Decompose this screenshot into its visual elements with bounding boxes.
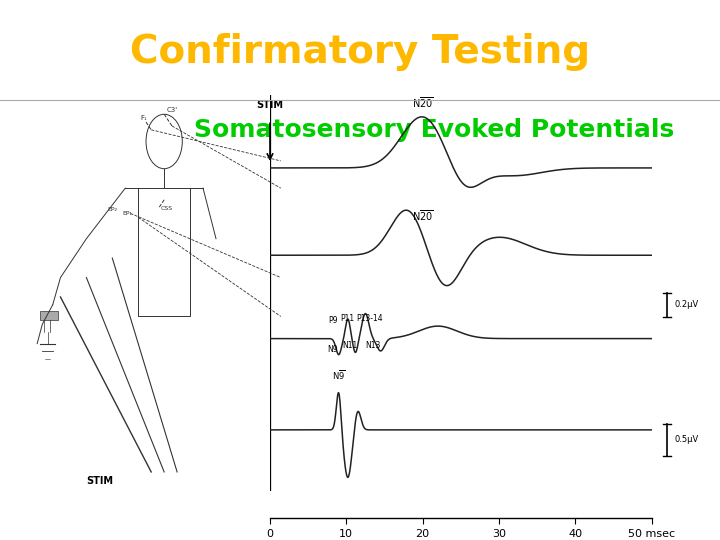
Text: N9: N9 [328, 345, 338, 354]
Text: STIM: STIM [256, 100, 284, 110]
Text: N$\overline{9}$: N$\overline{9}$ [332, 368, 346, 382]
Text: STIM: STIM [86, 476, 113, 485]
Text: N13: N13 [365, 341, 381, 349]
Text: C3': C3' [167, 107, 178, 113]
Text: F₁: F₁ [141, 115, 148, 121]
Text: Somatosensory Evoked Potentials: Somatosensory Evoked Potentials [194, 118, 675, 141]
Text: N$\overline{20}$: N$\overline{20}$ [412, 208, 433, 224]
Text: 0.5µV: 0.5µV [675, 435, 698, 444]
Text: CSS: CSS [161, 206, 172, 211]
Text: Confirmatory Testing: Confirmatory Testing [130, 33, 590, 71]
Text: EP₂: EP₂ [107, 207, 117, 212]
Text: P9: P9 [328, 316, 338, 325]
Text: 0.2µV: 0.2µV [675, 300, 698, 309]
Text: N$\overline{20}$: N$\overline{20}$ [412, 96, 433, 110]
Text: P11: P11 [340, 314, 354, 323]
Text: P13-14: P13-14 [356, 314, 382, 323]
Text: N11: N11 [343, 341, 358, 349]
Bar [40, 310, 58, 320]
Text: EP₁: EP₁ [122, 211, 132, 217]
